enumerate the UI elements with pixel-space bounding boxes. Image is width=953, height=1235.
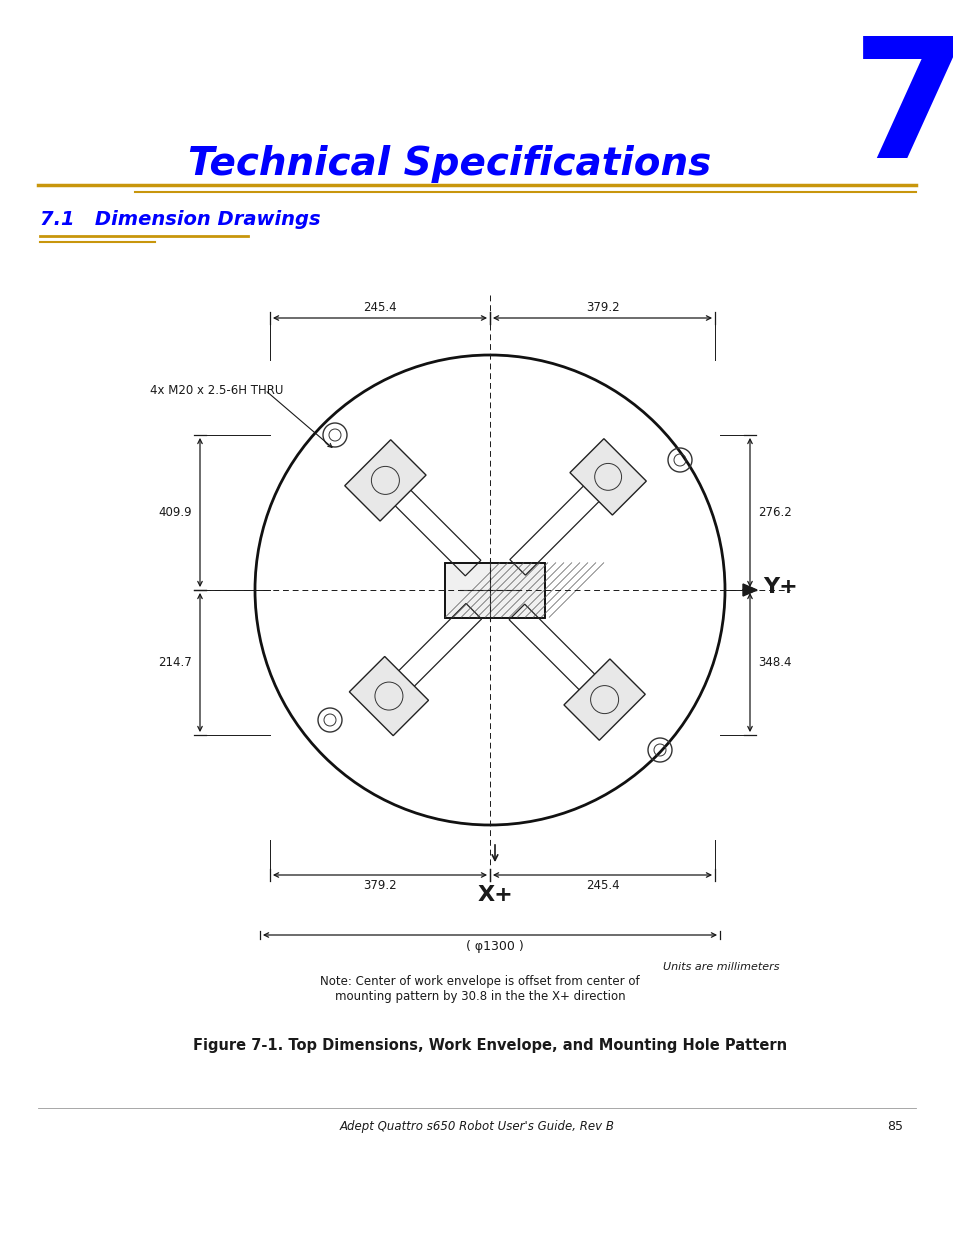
Text: 379.2: 379.2 <box>363 879 396 892</box>
Polygon shape <box>563 659 644 740</box>
Text: 245.4: 245.4 <box>585 879 618 892</box>
Text: Units are millimeters: Units are millimeters <box>662 962 780 972</box>
Polygon shape <box>344 440 426 521</box>
Text: 85: 85 <box>886 1120 902 1132</box>
Text: 214.7: 214.7 <box>158 656 192 669</box>
Text: 4x M20 x 2.5-6H THRU: 4x M20 x 2.5-6H THRU <box>150 384 283 396</box>
Text: ( φ1300 ): ( φ1300 ) <box>466 940 523 953</box>
Polygon shape <box>569 438 645 515</box>
Polygon shape <box>349 657 428 736</box>
Text: 7.1   Dimension Drawings: 7.1 Dimension Drawings <box>40 210 320 228</box>
Polygon shape <box>444 562 544 618</box>
Text: Technical Specifications: Technical Specifications <box>188 144 711 183</box>
Text: 7: 7 <box>851 30 953 193</box>
Text: 276.2: 276.2 <box>758 506 791 519</box>
Text: X+: X+ <box>476 885 513 905</box>
Text: Adept Quattro s650 Robot User's Guide, Rev B: Adept Quattro s650 Robot User's Guide, R… <box>339 1120 614 1132</box>
Text: 245.4: 245.4 <box>363 301 396 314</box>
Text: Note: Center of work envelope is offset from center of
mounting pattern by 30.8 : Note: Center of work envelope is offset … <box>320 974 639 1003</box>
Text: Y+: Y+ <box>762 577 797 597</box>
Text: 348.4: 348.4 <box>758 656 791 669</box>
Text: 409.9: 409.9 <box>158 506 192 519</box>
Polygon shape <box>742 584 757 597</box>
Text: 379.2: 379.2 <box>585 301 618 314</box>
Text: Figure 7-1. Top Dimensions, Work Envelope, and Mounting Hole Pattern: Figure 7-1. Top Dimensions, Work Envelop… <box>193 1037 786 1053</box>
